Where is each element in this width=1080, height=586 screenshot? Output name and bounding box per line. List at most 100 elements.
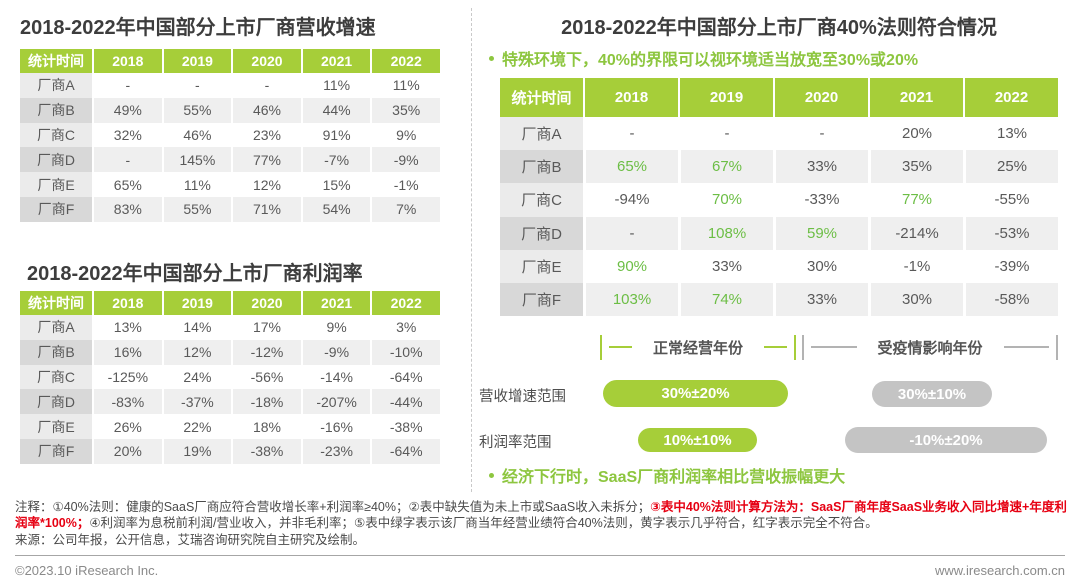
value-cell: - [231,73,301,98]
table-header-cell: 统计时间 [500,78,583,117]
footnote-segment-red: ③表中40%法则计算方法为：SaaS厂商年度SaaS业务收入同比增速+年度利润率… [15,500,1067,531]
table-header-cell: 2021 [300,49,371,73]
footnote-segment: ④利润率为息税前利润/营业收入，并非毛利率；⑤表中绿字表示该厂商当年经营业绩符合… [89,516,878,531]
value-cell: - [92,147,162,173]
value-cell: -83% [92,389,162,415]
vendor-label: 厂商A [20,73,92,98]
table-row: 厂商F 103% 74% 33% 30% -58% [500,282,1058,317]
bullet-icon [489,472,494,478]
value-cell: -64% [370,364,440,390]
value-cell: 12% [231,172,301,197]
bracket-line [609,346,632,348]
value-cell: 12% [161,339,232,365]
value-cell: 32% [92,122,162,148]
vendor-label: 厂商E [20,172,92,197]
value-cell: -33% [773,183,868,217]
revenue-range-label: 营收增速范围 [479,389,566,405]
value-cell: -58% [963,282,1058,317]
value-cell: 9% [370,122,440,148]
value-cell: 55% [161,196,232,222]
footnote-segment: 注释：①40%法则：健康的SaaS厂商应符合营收增长率+利润率≥40%；②表中缺… [15,500,651,514]
table-header-cell: 2020 [231,291,301,315]
revenue-range-normal-pill: 30%±20% [603,380,788,407]
table-row: 厂商C 32% 46% 23% 91% 9% [20,122,440,148]
value-cell: 26% [92,414,162,439]
value-cell: 22% [161,414,232,439]
value-cell: 11% [300,73,371,98]
value-cell: -23% [300,438,371,464]
table-row: 厂商E 26% 22% 18% -16% -38% [20,414,440,439]
downturn-note: 经济下行时，SaaS厂商利润率相比营收振幅更大 [489,463,845,487]
table-header-cell: 2020 [773,78,868,117]
value-cell: - [161,73,232,98]
profit-table-title: 2018-2022年中国部分上市厂商利润率 [27,263,363,285]
value-cell: 83% [92,196,162,222]
profit-range-normal-pill: 10%±10% [638,428,757,452]
value-cell: 15% [300,172,371,197]
value-cell: - [92,73,162,98]
value-cell: -18% [231,389,301,415]
bracket-line [1003,346,1050,348]
rule40-table: 统计时间 2018 2019 2020 2021 2022 厂商A - - -20% 13% 厂商B 6… [500,78,1058,317]
revenue-range-covid-pill: 30%±10% [872,381,992,407]
value-cell: - [583,117,678,151]
value-cell: -1% [868,249,963,283]
footer-divider [15,555,1065,556]
value-cell: 67% [678,150,773,184]
value-cell: -53% [963,216,1058,250]
table-header-cell: 2021 [868,78,963,117]
table-header-cell: 2022 [370,49,440,73]
value-cell: 145% [161,147,232,173]
rule40-subtitle-text: 特殊环境下，40%的界限可以视环境适当放宽至30%或20% [502,52,919,69]
value-cell: 33% [678,249,773,283]
copyright-text: ©2023.10 iResearch Inc. [15,563,159,578]
table-row: 厂商D -145% 77% -7% -9% [20,147,440,173]
value-cell: 30% [868,282,963,317]
value-cell: -16% [300,414,371,439]
vendor-label: 厂商F [20,196,92,222]
profit-range-covid-pill: -10%±20% [845,427,1047,453]
value-cell: 33% [773,282,868,317]
value-cell: 90% [583,249,678,283]
vendor-label: 厂商C [20,122,92,148]
value-cell: 7% [370,196,440,222]
bracket-covid-years: 受疫情影响年份 [802,334,1059,360]
value-cell: 14% [161,315,232,340]
vendor-label: 厂商B [500,150,583,184]
value-cell: 74% [678,282,773,317]
value-cell: 77% [231,147,301,173]
profit-range-label: 利润率范围 [479,435,552,451]
value-cell: 59% [773,216,868,250]
vendor-label: 厂商B [20,339,92,365]
value-cell: -14% [300,364,371,390]
vendor-label: 厂商D [20,147,92,173]
table-row: 厂商D -83% -37% -18% -207% -44% [20,389,440,415]
value-cell: -38% [370,414,440,439]
value-cell: - [678,117,773,151]
table-header-row: 统计时间 2018 2019 2020 2021 2022 [20,291,440,315]
table-header-cell: 2022 [963,78,1058,117]
value-cell: - [773,117,868,151]
bullet-icon [489,55,494,61]
table-row: 厂商C -125% 24% -56% -14% -64% [20,364,440,390]
value-cell: 46% [161,122,232,148]
bracket-tick-icon [1056,334,1059,360]
value-cell: 25% [963,150,1058,184]
vendor-label: 厂商E [20,414,92,439]
website-link[interactable]: www.iresearch.com.cn [934,563,1065,578]
value-cell: 17% [231,315,301,340]
covid-years-label: 受疫情影响年份 [877,339,983,357]
value-cell: 24% [161,364,232,390]
vendor-label: 厂商F [20,438,92,464]
vendor-label: 厂商B [20,97,92,123]
table-row: 厂商F 20% 19% -38% -23% -64% [20,438,440,464]
rule40-subtitle: 特殊环境下，40%的界限可以视环境适当放宽至30%或20% [489,46,918,70]
vendor-label: 厂商E [500,249,583,283]
table-header-cell: 2020 [231,49,301,73]
value-cell: 35% [868,150,963,184]
bracket-normal-years: 正常经营年份 [600,334,797,360]
value-cell: -7% [300,147,371,173]
table-row: 厂商A - - -11% 11% [20,73,440,98]
normal-years-label: 正常经营年份 [653,339,744,357]
value-cell: -38% [231,438,301,464]
